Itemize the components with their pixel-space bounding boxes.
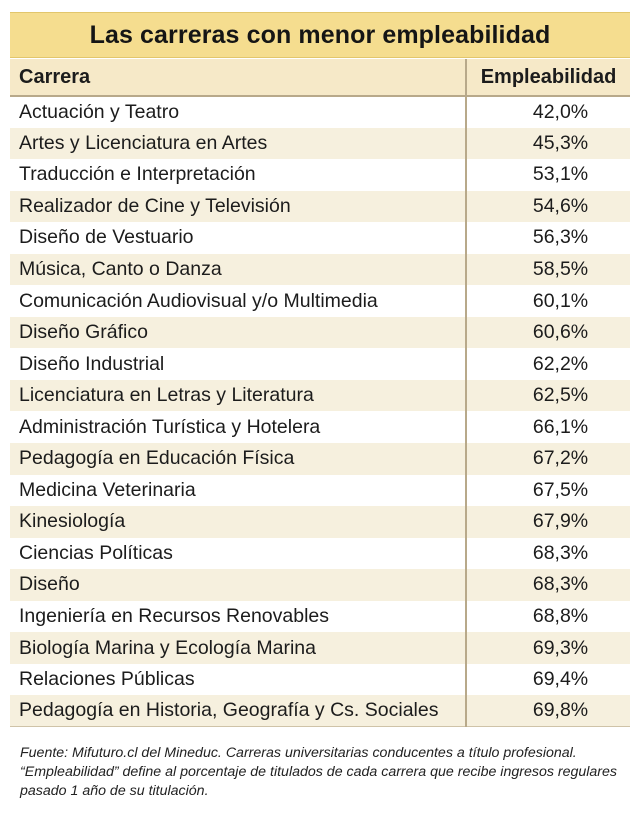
data-table: Carrera Empleabilidad Actuación y Teatro… [10,59,630,728]
table-body: Actuación y Teatro 42,0% Artes y Licenciat… [10,96,630,728]
employability-cell: 69,3% [465,632,630,664]
career-cell: Licenciatura en Letras y Literatura [10,379,466,412]
table-row: Artes y Licenciatura en Artes 45,3% [10,127,630,160]
table-row: Ciencias Políticas 68,3% [10,537,630,570]
table-row: Ingeniería en Recursos Renovables 68,8% [10,600,630,633]
employability-cell: 68,8% [465,600,630,633]
career-cell: Diseño [10,569,466,601]
employability-cell: 56,3% [465,222,630,254]
employability-cell: 42,0% [465,96,630,128]
column-header-employability: Empleabilidad [465,59,630,97]
career-cell: Diseño de Vestuario [10,222,466,254]
career-cell: Artes y Licenciatura en Artes [10,127,466,160]
employability-cell: 68,3% [465,537,630,570]
table-row: Diseño Industrial 62,2% [10,348,630,380]
employability-cell: 62,2% [465,348,630,380]
employability-cell: 60,6% [465,316,630,349]
employability-cell: 45,3% [465,127,630,160]
career-cell: Realizador de Cine y Televisión [10,190,466,223]
table-row: Actuación y Teatro 42,0% [10,96,630,128]
employability-cell: 53,1% [465,159,630,191]
table-row: Diseño de Vestuario 56,3% [10,222,630,254]
career-cell: Traducción e Interpretación [10,159,466,191]
career-cell: Ciencias Políticas [10,537,466,570]
table-row: Traducción e Interpretación 53,1% [10,159,630,191]
employability-cell: 58,5% [465,253,630,286]
table-row: Diseño 68,3% [10,569,630,601]
career-cell: Pedagogía en Historia, Geografía y Cs. S… [10,695,466,728]
employability-cell: 69,8% [465,695,630,728]
career-cell: Medicina Veterinaria [10,474,466,507]
source-footnote: Fuente: Mifuturo.cl del Mineduc. Carrera… [20,745,618,799]
table-row: Comunicación Audiovisual y/o Multimedia 6… [10,285,630,317]
career-cell: Diseño Gráfico [10,316,466,349]
table-row: Relaciones Públicas 69,4% [10,663,630,696]
career-cell: Biología Marina y Ecología Marina [10,632,466,664]
header-row: Carrera Empleabilidad [10,59,630,97]
table-header: Carrera Empleabilidad [10,59,630,97]
employability-cell: 67,2% [465,443,630,475]
table-row: Pedagogía en Historia, Geografía y Cs. S… [10,695,630,728]
table-row: Licenciatura en Letras y Literatura 62,5% [10,379,630,412]
employability-table: Carrera Empleabilidad Actuación y Teatro… [10,59,630,728]
employability-cell: 62,5% [465,379,630,412]
employability-cell: 54,6% [465,190,630,223]
table-row: Realizador de Cine y Televisión 54,6% [10,190,630,223]
table-row: Diseño Gráfico 60,6% [10,316,630,349]
table-row: Biología Marina y Ecología Marina 69,3% [10,632,630,664]
employability-cell: 66,1% [465,411,630,444]
table-title: Las carreras con menor empleabilidad [10,12,630,58]
column-header-career: Carrera [10,59,466,97]
career-cell: Administración Turística y Hotelera [10,411,466,444]
employability-cell: 69,4% [465,663,630,696]
employability-cell: 68,3% [465,569,630,601]
table-row: Kinesiología 67,9% [10,506,630,538]
employability-cell: 67,5% [465,474,630,507]
career-cell: Diseño Industrial [10,348,466,380]
career-cell: Comunicación Audiovisual y/o Multimedia [10,285,466,317]
employability-cell: 60,1% [465,285,630,317]
table-row: Música, Canto o Danza 58,5% [10,253,630,286]
career-cell: Actuación y Teatro [10,96,466,128]
career-cell: Kinesiología [10,506,466,538]
career-cell: Relaciones Públicas [10,663,466,696]
career-cell: Pedagogía en Educación Física [10,443,466,475]
table-row: Administración Turística y Hotelera 66,1% [10,411,630,444]
table-row: Pedagogía en Educación Física 67,2% [10,443,630,475]
table-row: Medicina Veterinaria 67,5% [10,474,630,507]
employability-cell: 67,9% [465,506,630,538]
career-cell: Ingeniería en Recursos Renovables [10,600,466,633]
career-cell: Música, Canto o Danza [10,253,466,286]
